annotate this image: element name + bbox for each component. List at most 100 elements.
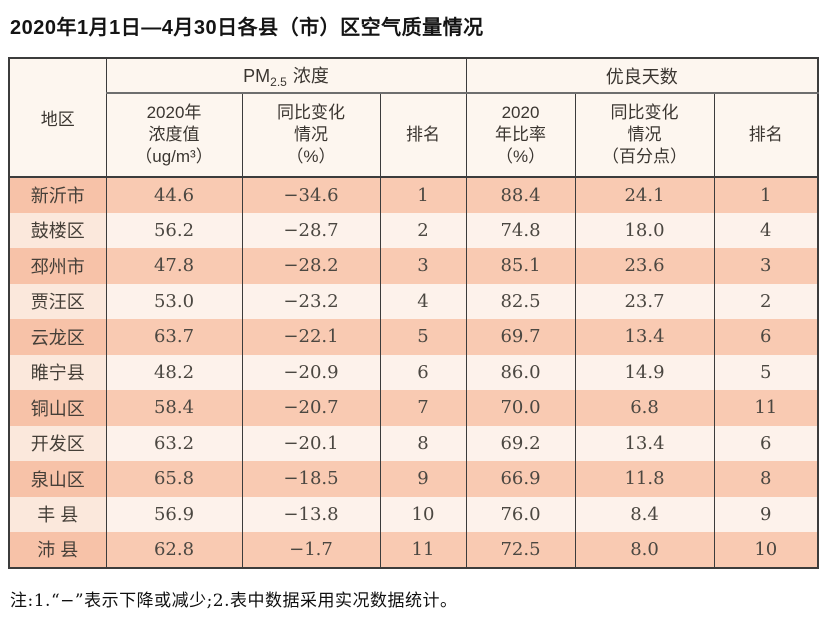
pm-change-cell: −1.7	[241, 532, 381, 568]
pm-value-cell: 63.7	[105, 319, 243, 355]
pm-change-cell: −28.2	[241, 248, 381, 284]
good-rank-cell: 5	[713, 354, 819, 390]
table-row: 沛 县 62.8 −1.7 11 72.5 8.0 10	[8, 532, 819, 568]
good-ratio-cell: 74.8	[465, 212, 576, 248]
pm-value-cell: 62.8	[105, 532, 243, 568]
column-header-pm-value: 2020年 浓度值 （ug/m³）	[105, 93, 243, 178]
column-header-good-ratio: 2020 年比率 （%）	[465, 93, 576, 178]
region-cell: 开发区	[8, 425, 107, 461]
region-cell: 鼓楼区	[8, 212, 107, 248]
pm-change-cell: −23.2	[241, 283, 381, 319]
pm-rank-cell: 4	[379, 283, 467, 319]
table-row: 云龙区 63.7 −22.1 5 69.7 13.4 6	[8, 319, 819, 355]
good-change-cell: 24.1	[574, 177, 715, 213]
pm-value-cell: 56.9	[105, 496, 243, 532]
good-change-cell: 13.4	[574, 425, 715, 461]
region-cell: 新沂市	[8, 177, 107, 213]
pm-value-cell: 65.8	[105, 461, 243, 497]
region-cell: 铜山区	[8, 390, 107, 426]
good-change-cell: 23.7	[574, 283, 715, 319]
pm-change-cell: −28.7	[241, 212, 381, 248]
footnote: 注:1.“−”表示下降或减少;2.表中数据采用实况数据统计。	[10, 590, 458, 611]
pm-value-cell: 47.8	[105, 248, 243, 284]
good-ratio-cell: 66.9	[465, 461, 576, 497]
pm-rank-cell: 1	[379, 177, 467, 213]
table-header: 地区 PM2.5 浓度 优良天数 2020年 浓度值 （ug/m³） 同比变化 情…	[8, 58, 819, 178]
table-row: 贾汪区 53.0 −23.2 4 82.5 23.7 2	[8, 283, 819, 319]
pm-value-cell: 56.2	[105, 212, 243, 248]
pm-rank-cell: 2	[379, 212, 467, 248]
group-header-pm25: PM2.5 浓度	[105, 58, 467, 94]
pm-value-cell: 44.6	[105, 177, 243, 213]
pm-rank-cell: 10	[379, 496, 467, 532]
good-ratio-cell: 70.0	[465, 390, 576, 426]
region-cell: 泉山区	[8, 461, 107, 497]
good-rank-cell: 2	[713, 283, 819, 319]
table-row: 丰 县 56.9 −13.8 10 76.0 8.4 9	[8, 496, 819, 532]
good-change-cell: 18.0	[574, 212, 715, 248]
pm-rank-cell: 7	[379, 390, 467, 426]
pm-value-cell: 48.2	[105, 354, 243, 390]
good-ratio-cell: 69.7	[465, 319, 576, 355]
good-rank-cell: 6	[713, 425, 819, 461]
air-quality-table: 地区 PM2.5 浓度 优良天数 2020年 浓度值 （ug/m³） 同比变化 情…	[8, 57, 820, 569]
region-cell: 邳州市	[8, 248, 107, 284]
pm-change-cell: −34.6	[241, 177, 381, 213]
column-header-region: 地区	[8, 58, 107, 178]
table-row: 铜山区 58.4 −20.7 7 70.0 6.8 11	[8, 390, 819, 426]
good-change-cell: 8.0	[574, 532, 715, 568]
column-header-good-rank: 排名	[713, 93, 819, 178]
pm-label-suffix: 浓度	[292, 66, 329, 86]
good-change-cell: 11.8	[574, 461, 715, 497]
pm-rank-cell: 5	[379, 319, 467, 355]
good-rank-cell: 11	[713, 390, 819, 426]
table-row: 邳州市 47.8 −28.2 3 85.1 23.6 3	[8, 248, 819, 284]
column-header-good-change: 同比变化 情况 （百分点）	[574, 93, 715, 178]
pm-rank-cell: 8	[379, 425, 467, 461]
good-ratio-cell: 85.1	[465, 248, 576, 284]
pm-rank-cell: 9	[379, 461, 467, 497]
pm-rank-cell: 6	[379, 354, 467, 390]
region-cell: 沛 县	[8, 532, 107, 568]
region-cell: 丰 县	[8, 496, 107, 532]
table-row: 开发区 63.2 −20.1 8 69.2 13.4 6	[8, 425, 819, 461]
region-cell: 云龙区	[8, 319, 107, 355]
good-rank-cell: 1	[713, 177, 819, 213]
good-ratio-cell: 88.4	[465, 177, 576, 213]
good-rank-cell: 10	[713, 532, 819, 568]
good-ratio-cell: 76.0	[465, 496, 576, 532]
pm-change-cell: −18.5	[241, 461, 381, 497]
good-rank-cell: 4	[713, 212, 819, 248]
good-ratio-cell: 69.2	[465, 425, 576, 461]
sub-header-row: 2020年 浓度值 （ug/m³） 同比变化 情况 （%） 排名 2020 年比…	[9, 93, 819, 178]
good-change-cell: 13.4	[574, 319, 715, 355]
pm-rank-cell: 3	[379, 248, 467, 284]
good-ratio-cell: 86.0	[465, 354, 576, 390]
pm-label-subscript: 2.5	[270, 75, 287, 89]
pm-change-cell: −22.1	[241, 319, 381, 355]
group-header-good-days: 优良天数	[465, 58, 819, 94]
good-rank-cell: 9	[713, 496, 819, 532]
region-cell: 贾汪区	[8, 283, 107, 319]
pm-change-cell: −13.8	[241, 496, 381, 532]
good-change-cell: 23.6	[574, 248, 715, 284]
table-row: 鼓楼区 56.2 −28.7 2 74.8 18.0 4	[8, 212, 819, 248]
table-row: 睢宁县 48.2 −20.9 6 86.0 14.9 5	[8, 354, 819, 390]
pm-value-cell: 63.2	[105, 425, 243, 461]
good-rank-cell: 3	[713, 248, 819, 284]
group-header-row: 地区 PM2.5 浓度 优良天数	[8, 58, 819, 178]
pm-change-cell: −20.9	[241, 354, 381, 390]
page-title: 2020年1月1日—4月30日各县（市）区空气质量情况	[10, 17, 484, 39]
pm-rank-cell: 11	[379, 532, 467, 568]
good-change-cell: 14.9	[574, 354, 715, 390]
good-ratio-cell: 72.5	[465, 532, 576, 568]
good-change-cell: 6.8	[574, 390, 715, 426]
good-rank-cell: 8	[713, 461, 819, 497]
pm-change-cell: −20.7	[241, 390, 381, 426]
pm-label-prefix: PM	[243, 66, 271, 86]
table-row: 泉山区 65.8 −18.5 9 66.9 11.8 8	[8, 461, 819, 497]
column-header-pm-rank: 排名	[379, 93, 467, 178]
pm-change-cell: −20.1	[241, 425, 381, 461]
region-cell: 睢宁县	[8, 354, 107, 390]
good-ratio-cell: 82.5	[465, 283, 576, 319]
